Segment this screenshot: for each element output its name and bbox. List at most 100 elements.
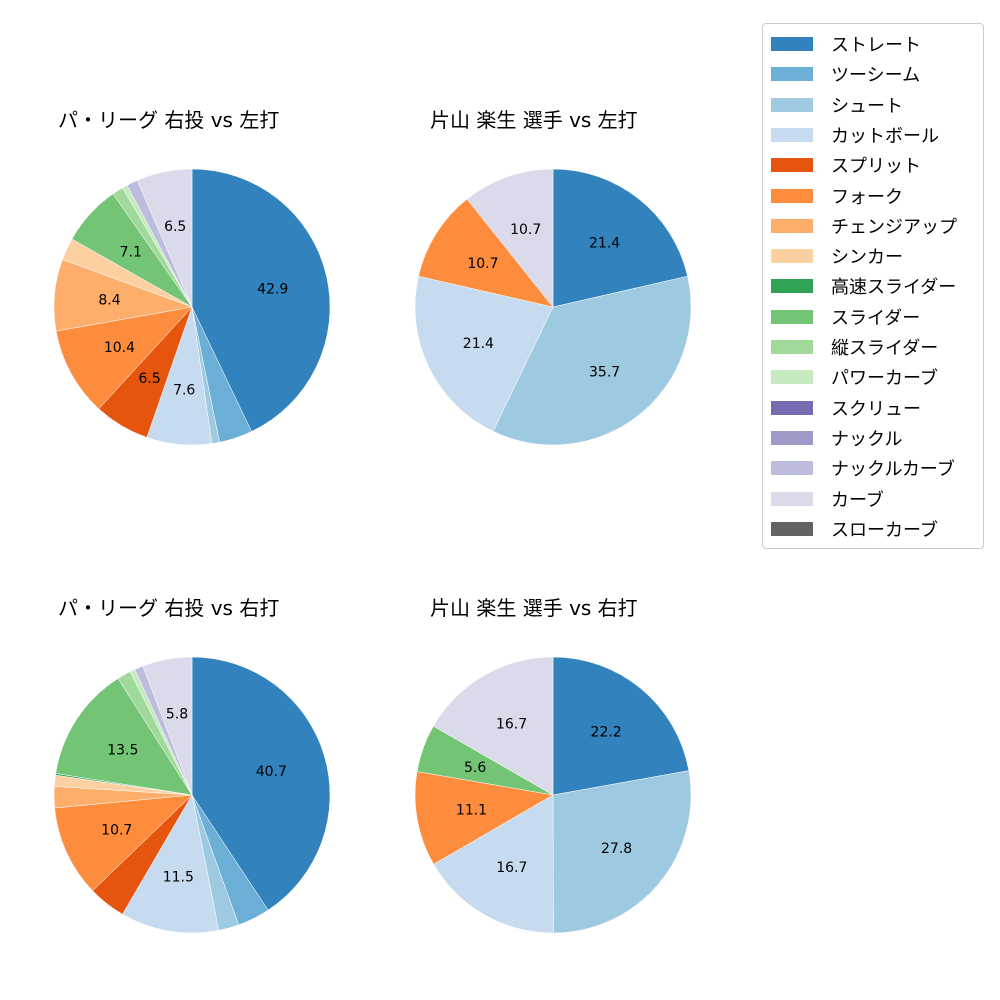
legend-label: スローカーブ bbox=[831, 519, 938, 541]
legend-label: パワーカーブ bbox=[831, 368, 938, 390]
slice-label: 13.5 bbox=[107, 743, 138, 759]
slice-label: 27.8 bbox=[601, 841, 632, 857]
legend-item: カーブ bbox=[771, 488, 884, 511]
legend-label: シンカー bbox=[831, 247, 903, 269]
pie-chart-league-vs-right: パ・リーグ 右投 vs 右打 40.7 11.5 10.7 13.5 5.8 bbox=[0, 0, 380, 1000]
pie-slice bbox=[552, 770, 692, 934]
legend-label: カーブ bbox=[831, 489, 884, 511]
slice-label: 5.6 bbox=[464, 760, 486, 776]
pie-slice bbox=[414, 771, 554, 865]
legend-item: ストレート bbox=[771, 33, 921, 56]
pie-slice bbox=[414, 275, 554, 432]
pie-chart-player-vs-left: 片山 楽生 選手 vs 左打 21.4 35.7 21.4 10.7 10.7 bbox=[0, 0, 760, 480]
slice-label: 11.5 bbox=[163, 870, 194, 886]
chart-title: パ・リーグ 右投 vs 右打 bbox=[58, 596, 280, 620]
legend-swatch bbox=[771, 521, 813, 536]
pie-slice bbox=[433, 794, 554, 934]
legend-swatch bbox=[771, 249, 813, 264]
pie: 40.7 11.5 10.7 13.5 5.8 bbox=[53, 656, 331, 934]
legend-item: フォーク bbox=[771, 185, 903, 208]
pie-slice bbox=[433, 656, 554, 796]
slice-label: 8.4 bbox=[98, 293, 120, 309]
legend-label: フォーク bbox=[831, 186, 903, 208]
slice-label: 6.5 bbox=[164, 219, 186, 235]
slice-label: 22.2 bbox=[591, 724, 622, 740]
slice-label: 10.7 bbox=[510, 222, 541, 238]
legend-item: スプリット bbox=[771, 154, 921, 178]
pie-slice bbox=[142, 656, 193, 796]
pie-chart-league-vs-left: パ・リーグ 右投 vs 左打 42.9 7.6 6.5 10.4 8.4 7.1 6.5 bbox=[0, 0, 380, 480]
legend-item: ツーシーム bbox=[771, 63, 921, 87]
legend-item: ナックル bbox=[771, 427, 902, 450]
legend-item: 高速スライダー bbox=[771, 275, 957, 299]
legend-item: シュート bbox=[771, 94, 903, 117]
chart-title: パ・リーグ 右投 vs 左打 bbox=[58, 108, 280, 132]
slice-label: 40.7 bbox=[256, 764, 287, 780]
slice-label: 10.7 bbox=[101, 823, 132, 839]
legend-swatch bbox=[771, 491, 813, 506]
legend-label: 縦スライダー bbox=[831, 338, 939, 359]
pie: 22.2 27.8 16.7 11.1 5.6 16.7 bbox=[414, 656, 692, 934]
slice-label: 10.7 bbox=[467, 256, 498, 272]
legend-item: ナックルカーブ bbox=[771, 457, 955, 481]
legend-swatch bbox=[771, 461, 813, 476]
legend-item: シンカー bbox=[771, 245, 903, 269]
slice-label: 7.1 bbox=[120, 244, 142, 260]
legend: ストレートツーシームシュートカットボール スプリットフォークチェンジアップ シンカー… bbox=[762, 23, 984, 549]
legend-swatch bbox=[771, 97, 813, 112]
slice-label: 16.7 bbox=[496, 716, 527, 732]
legend-item: パワーカーブ bbox=[771, 366, 938, 390]
legend-swatch bbox=[771, 158, 813, 173]
pie-slice bbox=[55, 306, 193, 410]
legend-label: 高速スライダー bbox=[831, 277, 957, 299]
legend-swatch bbox=[771, 218, 813, 233]
pie-chart-player-vs-right: 片山 楽生 選手 vs 右打 22.2 27.8 16.7 11.1 5.6 16.7 bbox=[414, 596, 692, 934]
legend-swatch bbox=[771, 37, 813, 51]
chart-title: 片山 楽生 選手 vs 左打 bbox=[430, 108, 638, 132]
slice-label: 16.7 bbox=[496, 860, 527, 876]
pie-slice bbox=[552, 656, 690, 796]
pie-slice bbox=[191, 168, 331, 432]
pie-slice bbox=[122, 794, 220, 934]
legend-label: スクリュー bbox=[831, 398, 921, 420]
legend-label: ストレート bbox=[831, 35, 921, 56]
pie-slice bbox=[466, 168, 554, 308]
slice-label: 21.4 bbox=[589, 235, 620, 251]
pie-slice bbox=[136, 168, 193, 308]
legend-swatch bbox=[771, 400, 813, 415]
legend-swatch bbox=[771, 309, 813, 324]
legend-swatch bbox=[771, 188, 813, 203]
legend-swatch bbox=[771, 279, 813, 294]
chart-title: 片山 楽生 選手 vs 右打 bbox=[430, 596, 638, 620]
legend-label: シュート bbox=[831, 95, 903, 117]
legend-item: スライダー bbox=[771, 306, 921, 329]
pie-slice bbox=[552, 168, 688, 308]
pie: 42.97.66.510.48.47.16.5 bbox=[53, 168, 331, 446]
slice-label: 21.4 bbox=[463, 336, 494, 352]
slice-label: 10.4 bbox=[104, 340, 135, 356]
slice-label: 11.1 bbox=[456, 803, 487, 819]
legend-label: スプリット bbox=[831, 156, 921, 178]
pie-slice bbox=[492, 275, 692, 446]
slice-label: 6.5 bbox=[138, 371, 160, 387]
slice-label: 7.6 bbox=[173, 382, 195, 398]
legend-label: カットボール bbox=[831, 125, 939, 147]
slice-label: 42.9 bbox=[257, 282, 288, 298]
pie: 21.4 35.7 21.4 10.7 10.7 bbox=[414, 168, 692, 446]
legend-swatch bbox=[771, 340, 813, 354]
legend-swatch bbox=[771, 67, 813, 82]
pie-slice bbox=[418, 198, 554, 308]
slice-label: 35.7 bbox=[589, 365, 620, 381]
legend-swatch bbox=[771, 370, 813, 385]
legend-item: 縦スライダー bbox=[771, 336, 939, 359]
legend-item: カットボール bbox=[771, 124, 939, 147]
legend-swatch bbox=[771, 430, 813, 445]
legend-label: ツーシーム bbox=[831, 65, 921, 87]
legend-item: チェンジアップ bbox=[771, 215, 957, 238]
legend-label: スライダー bbox=[831, 307, 921, 329]
legend-item: スクリュー bbox=[771, 397, 921, 420]
legend-label: チェンジアップ bbox=[831, 216, 957, 238]
legend-swatch bbox=[771, 127, 813, 142]
legend-label: ナックルカーブ bbox=[831, 459, 955, 481]
slice-label: 5.8 bbox=[166, 707, 188, 723]
